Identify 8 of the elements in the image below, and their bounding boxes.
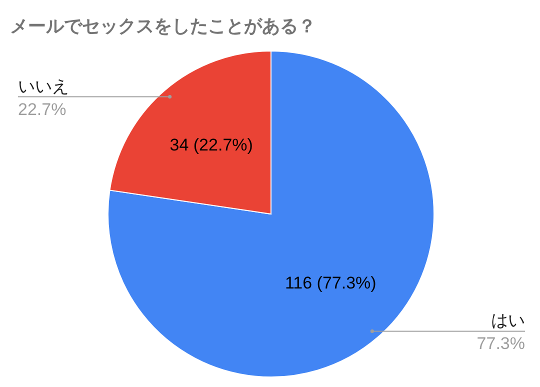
text: 77.3% xyxy=(476,334,525,354)
pie-slice xyxy=(108,50,434,378)
data-label: 116 (77.3%) xyxy=(284,274,376,293)
chart-title: メールでセックスをしたことがある？ xyxy=(10,16,316,36)
text: 22.7% xyxy=(18,100,66,119)
slice-label: いいえ xyxy=(18,76,69,96)
slice-label: はい xyxy=(491,311,525,330)
data-label: 34 (22.7%) xyxy=(170,135,253,154)
